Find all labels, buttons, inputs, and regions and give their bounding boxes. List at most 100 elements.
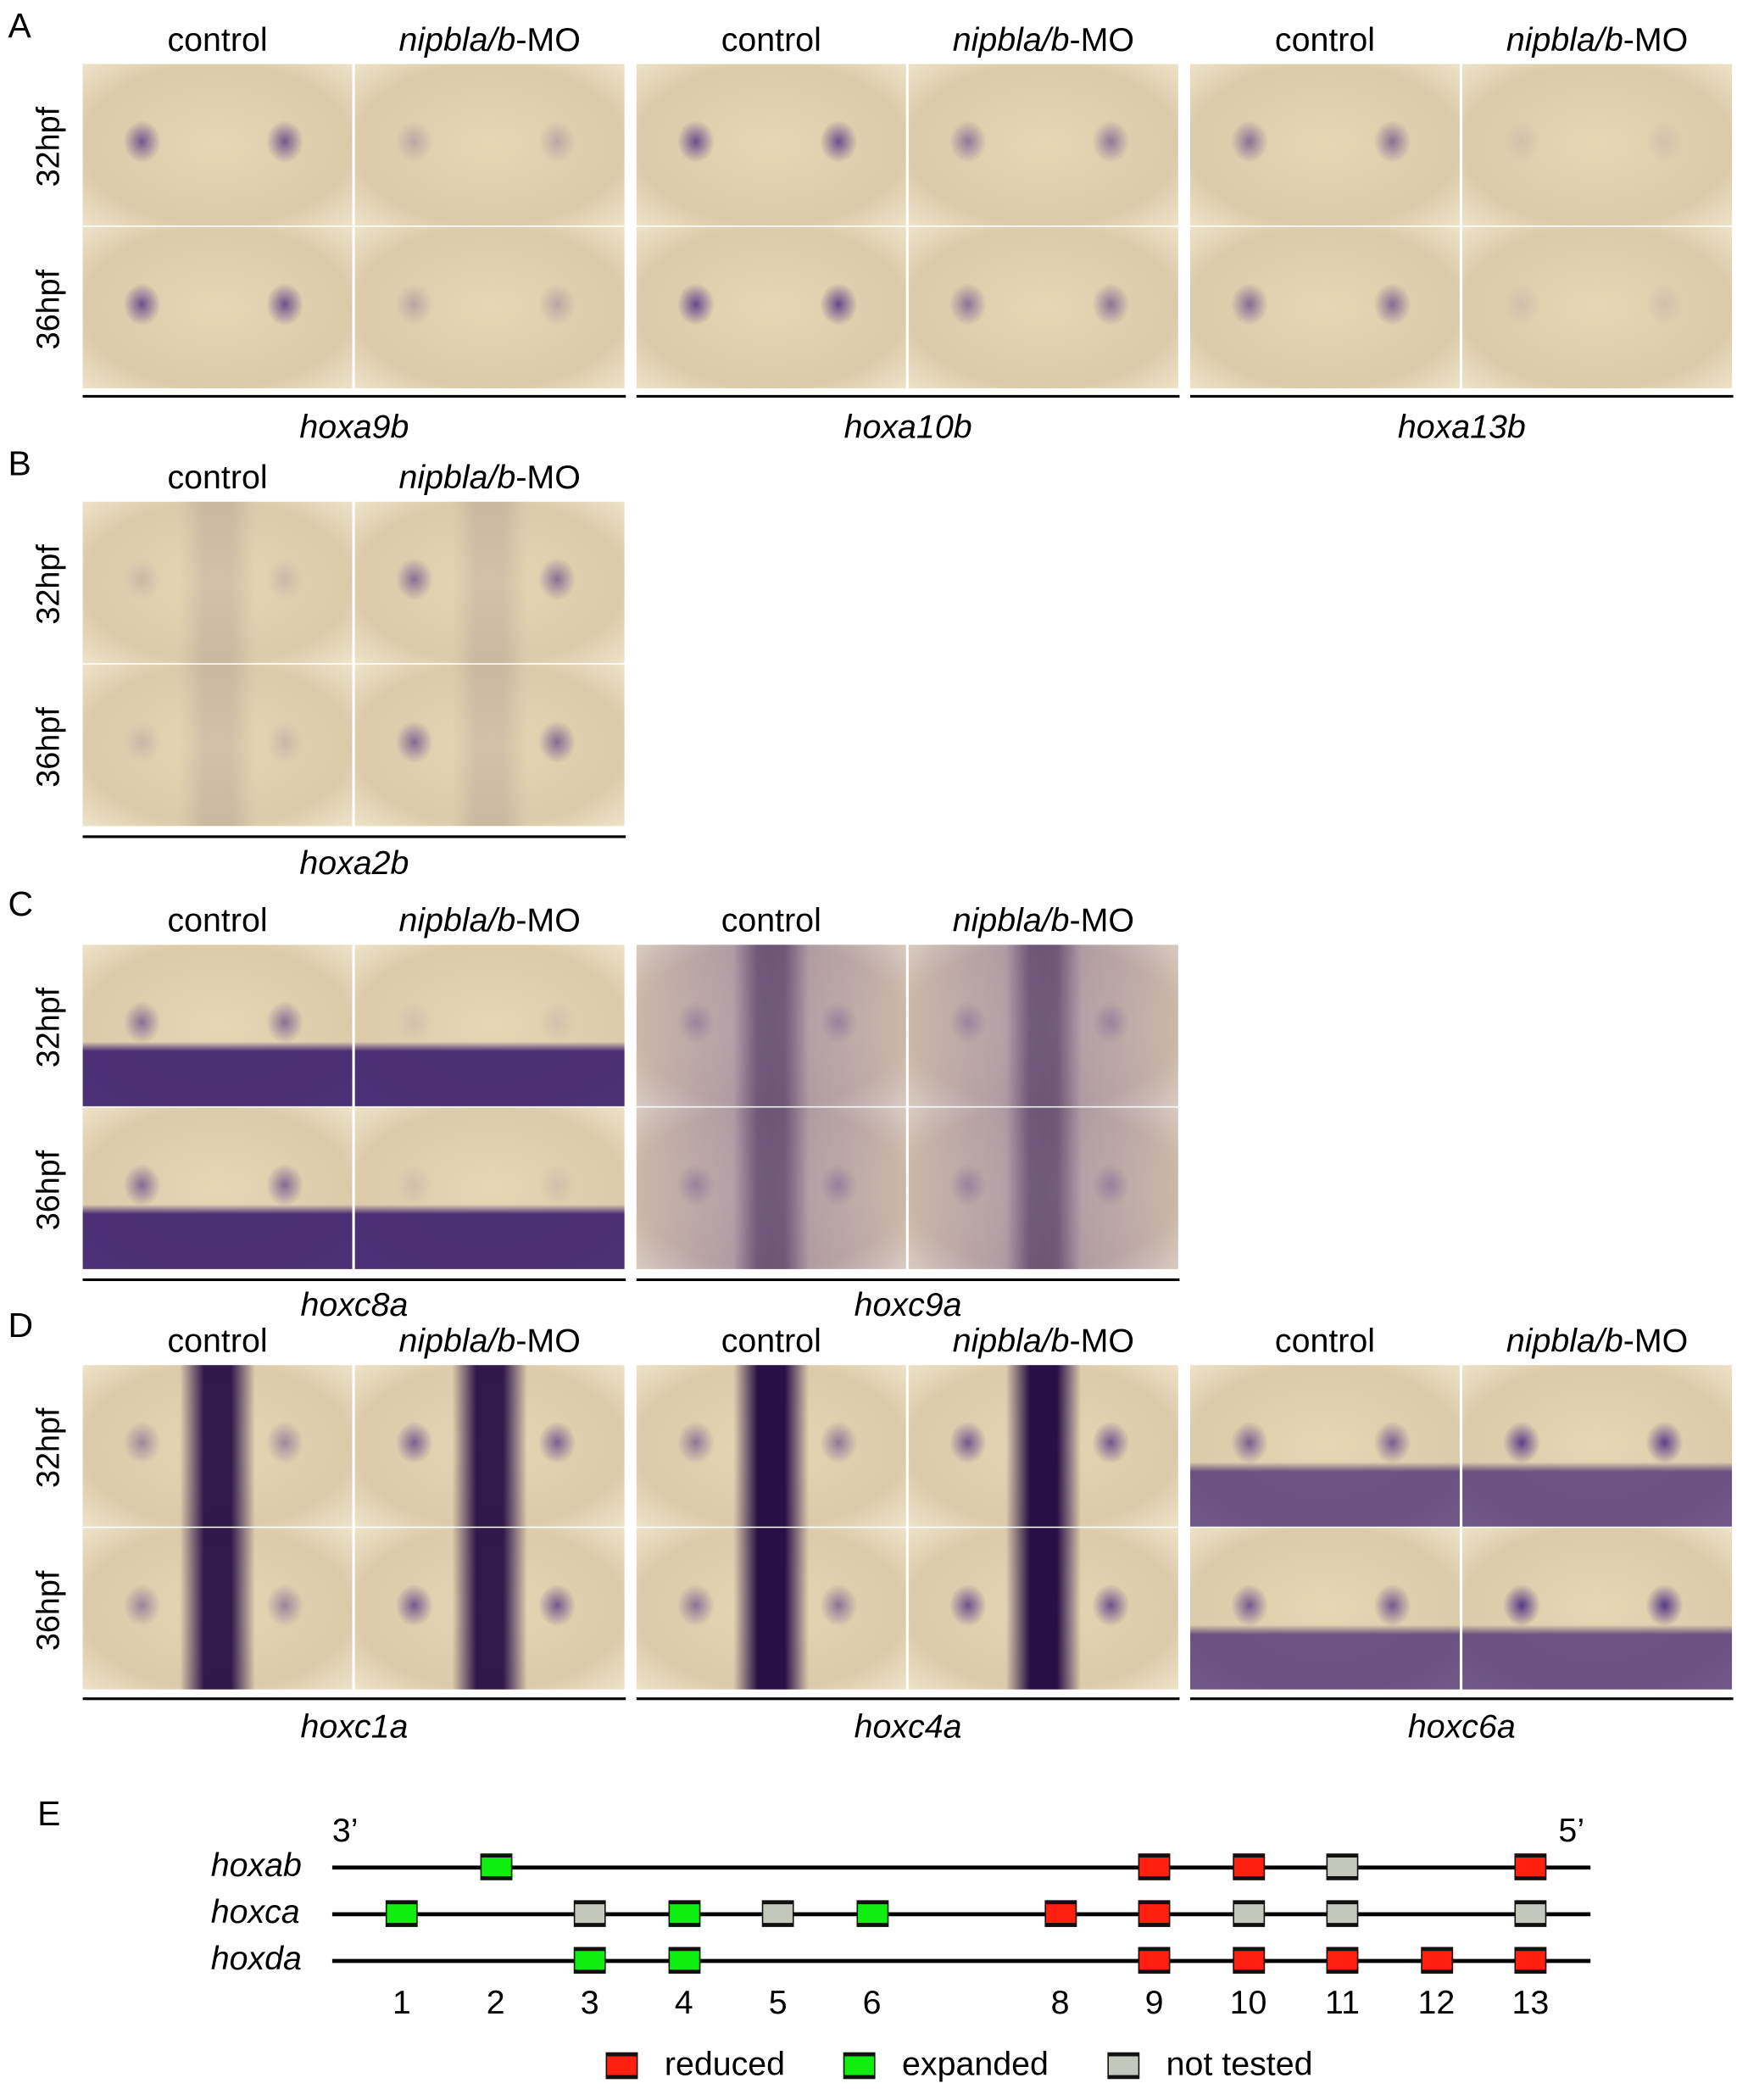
paralog-number: 6: [862, 1984, 882, 2022]
condition-label-control: control: [721, 902, 821, 940]
gene-box-hoxda10-reduced: [1232, 1947, 1265, 1974]
embryo-image-hoxc4a-control-32hpf: [636, 1365, 906, 1527]
morpholino-name: nipbla/b: [952, 902, 1070, 940]
paralog-number: 5: [768, 1984, 788, 2022]
legend-swatch-reduced: [605, 2052, 638, 2080]
condition-label-morpholino: nipbla/b-MO: [355, 902, 625, 941]
embryo-image-hoxa10b-control-36hpf: [636, 226, 906, 389]
gene-box-hoxca3-not-tested: [573, 1900, 606, 1927]
row-label: 32hpf: [31, 987, 67, 1068]
embryo-image-hoxa2b-control-36hpf: [82, 664, 353, 827]
gene-label: hoxa9b: [299, 408, 409, 446]
legend-label-reduced: reduced: [664, 2045, 786, 2084]
embryo-image-hoxa10b-mo-36hpf: [908, 226, 1178, 389]
gene-box-hoxab9-reduced: [1138, 1853, 1171, 1880]
embryo-image-hoxc9a-control-36hpf: [636, 1107, 906, 1269]
paralog-number: 4: [674, 1984, 693, 2022]
row-label: 36hpf: [31, 269, 67, 350]
embryo-image-hoxc4a-mo-36hpf: [908, 1528, 1178, 1690]
embryo-image-hoxa13b-control-36hpf: [1190, 226, 1460, 389]
gene-box-hoxca13-not-tested: [1514, 1900, 1547, 1927]
embryo-image-hoxa13b-mo-32hpf: [1462, 64, 1733, 226]
embryo-image-hoxc4a-control-36hpf: [636, 1528, 906, 1690]
cluster-label: hoxab: [210, 1847, 302, 1885]
morpholino-name: nipbla/b: [398, 902, 516, 940]
embryo-image-hoxa9b-control-36hpf: [82, 226, 353, 389]
condition-label-morpholino: nipbla/b-MO: [1462, 1323, 1732, 1362]
gene-box-hoxda11-reduced: [1326, 1947, 1359, 1974]
embryo-image-hoxc6a-control-32hpf: [1190, 1365, 1460, 1527]
embryo-image-hoxa9b-control-32hpf: [82, 64, 353, 226]
gene-box-hoxda4-expanded: [667, 1947, 700, 1974]
five-prime-label: 5’: [1558, 1812, 1585, 1850]
gene-label: hoxa2b: [299, 844, 409, 883]
condition-label-morpholino: nipbla/b-MO: [1462, 21, 1732, 60]
condition-label-morpholino: nipbla/b-MO: [909, 21, 1178, 60]
embryo-image-hoxa2b-mo-32hpf: [354, 501, 625, 664]
gene-box-hoxca10-not-tested: [1232, 1900, 1265, 1927]
three-prime-label: 3’: [331, 1812, 359, 1850]
gene-box-hoxca6-expanded: [855, 1900, 888, 1927]
morpholino-suffix: -MO: [1623, 1322, 1689, 1360]
embryo-image-hoxa9b-mo-36hpf: [354, 226, 625, 389]
gene-underline: [636, 394, 1180, 398]
condition-label-morpholino: nipbla/b-MO: [909, 1323, 1178, 1362]
embryo-image-hoxc8a-control-36hpf: [82, 1107, 353, 1269]
embryo-image-hoxc1a-mo-32hpf: [354, 1365, 625, 1527]
paralog-number: 11: [1325, 1984, 1360, 2022]
embryo-image-hoxc8a-mo-32hpf: [354, 944, 625, 1106]
embryo-image-hoxc1a-control-36hpf: [82, 1528, 353, 1690]
gene-label: hoxa13b: [1397, 408, 1526, 446]
cluster-line: [331, 1912, 1591, 1917]
condition-label-control: control: [1274, 21, 1376, 59]
embryo-image-hoxc9a-mo-36hpf: [908, 1107, 1178, 1269]
condition-label-control: control: [167, 1322, 268, 1360]
row-label: 36hpf: [31, 707, 67, 788]
condition-label-morpholino: nipbla/b-MO: [355, 21, 625, 60]
condition-label-control: control: [721, 1322, 821, 1360]
gene-underline: [1190, 394, 1734, 398]
paralog-number: 13: [1511, 1984, 1550, 2022]
row-label: 32hpf: [31, 106, 67, 187]
embryo-image-hoxc6a-control-36hpf: [1190, 1528, 1460, 1690]
gene-box-hoxca5-not-tested: [761, 1900, 794, 1927]
paralog-number: 2: [486, 1984, 505, 2022]
cluster-line: [331, 1865, 1591, 1870]
panel-letter: A: [8, 5, 31, 46]
condition-label-control: control: [167, 459, 268, 497]
morpholino-name: nipbla/b: [1506, 1322, 1623, 1360]
gene-label: hoxc4a: [854, 1707, 962, 1746]
morpholino-name: nipbla/b: [398, 21, 516, 59]
paralog-number: 8: [1050, 1984, 1070, 2022]
cluster-label: hoxda: [210, 1940, 302, 1978]
embryo-image-hoxc9a-mo-32hpf: [908, 944, 1178, 1106]
gene-box-hoxda12-reduced: [1420, 1947, 1453, 1974]
morpholino-suffix: -MO: [515, 21, 581, 59]
panel-letter: B: [8, 443, 31, 483]
row-label: 36hpf: [31, 1570, 67, 1652]
gene-box-hoxca11-not-tested: [1326, 1900, 1359, 1927]
row-label: 36hpf: [31, 1150, 67, 1231]
morpholino-suffix: -MO: [515, 459, 581, 497]
condition-label-morpholino: nipbla/b-MO: [355, 459, 625, 498]
gene-label: hoxc8a: [300, 1286, 409, 1324]
legend-swatch-not-tested: [1107, 2052, 1140, 2080]
embryo-image-hoxa2b-control-32hpf: [82, 501, 353, 664]
morpholino-name: nipbla/b: [952, 1322, 1070, 1360]
panel-letter: E: [37, 1793, 61, 1834]
morpholino-suffix: -MO: [1069, 1322, 1135, 1360]
embryo-image-hoxa10b-mo-32hpf: [908, 64, 1178, 226]
embryo-image-hoxc6a-mo-36hpf: [1462, 1528, 1733, 1690]
gene-underline: [82, 1697, 626, 1701]
gene-box-hoxab2-expanded: [479, 1853, 512, 1880]
embryo-image-hoxc8a-mo-36hpf: [354, 1107, 625, 1269]
gene-label: hoxc1a: [300, 1707, 409, 1746]
paralog-number: 12: [1417, 1984, 1456, 2022]
legend-label-expanded: expanded: [902, 2045, 1049, 2084]
embryo-image-hoxc1a-control-32hpf: [82, 1365, 353, 1527]
gene-box-hoxda13-reduced: [1514, 1947, 1547, 1974]
morpholino-name: nipbla/b: [1506, 21, 1623, 59]
row-label: 32hpf: [31, 1407, 67, 1489]
condition-label-control: control: [721, 21, 821, 59]
